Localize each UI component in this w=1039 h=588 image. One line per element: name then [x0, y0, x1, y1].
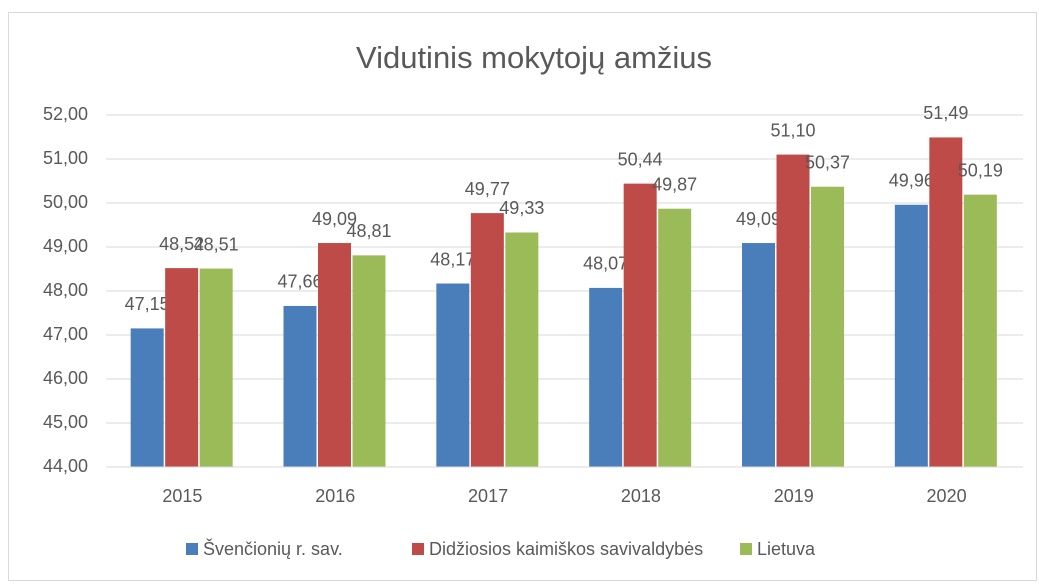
- bar: [929, 137, 963, 467]
- value-label: 48,17: [430, 249, 475, 269]
- x-tick-label: 2019: [774, 486, 814, 506]
- y-tick-label: 47,00: [43, 324, 88, 344]
- legend-swatch: [740, 543, 752, 555]
- x-tick-label: 2018: [621, 486, 661, 506]
- bar: [318, 243, 351, 467]
- bar: [589, 287, 623, 467]
- legend-label: Lietuva: [757, 539, 816, 559]
- value-label: 47,66: [277, 272, 322, 292]
- bar: [199, 268, 233, 467]
- bar: [776, 154, 810, 467]
- y-tick-label: 51,00: [43, 148, 88, 168]
- value-label: 49,77: [465, 179, 510, 199]
- legend-label: Švenčionių r. sav.: [203, 538, 343, 559]
- value-label: 50,19: [958, 160, 1003, 180]
- x-tick-label: 2017: [468, 486, 508, 506]
- y-tick-label: 44,00: [43, 456, 88, 476]
- value-label: 48,52: [159, 234, 204, 254]
- bar: [742, 243, 775, 467]
- chart-title: Vidutinis mokytojų amžius: [356, 40, 712, 75]
- legend-swatch: [412, 543, 424, 555]
- bar: [894, 204, 928, 467]
- value-label: 50,37: [805, 152, 850, 172]
- bar: [658, 208, 692, 467]
- value-label: 48,07: [583, 254, 628, 274]
- value-label: 50,44: [618, 149, 663, 169]
- x-tick-label: 2020: [927, 486, 967, 506]
- value-label: 49,09: [312, 209, 357, 229]
- y-tick-label: 50,00: [43, 192, 88, 212]
- y-tick-label: 46,00: [43, 368, 88, 388]
- bar: [283, 305, 317, 467]
- legend-swatch: [186, 543, 198, 555]
- bar: [623, 183, 657, 467]
- value-label: 51,10: [770, 120, 815, 140]
- legend-label: Didžiosios kaimiškos savivaldybės: [429, 539, 703, 559]
- value-label: 49,96: [889, 171, 934, 191]
- bar: [470, 213, 504, 467]
- y-tick-label: 45,00: [43, 412, 88, 432]
- bar: [352, 255, 386, 467]
- value-label: 48,51: [194, 234, 239, 254]
- bar: [165, 268, 199, 467]
- x-tick-label: 2015: [162, 486, 202, 506]
- value-label: 48,81: [346, 221, 391, 241]
- value-label: 49,09: [736, 209, 781, 229]
- value-label: 49,33: [499, 198, 544, 218]
- bar: [505, 232, 539, 467]
- bar: [811, 186, 844, 467]
- y-tick-label: 48,00: [43, 280, 88, 300]
- y-tick-label: 52,00: [43, 104, 88, 124]
- bar: [963, 194, 997, 467]
- value-label: 47,15: [125, 294, 170, 314]
- y-tick-label: 49,00: [43, 236, 88, 256]
- value-label: 51,49: [923, 103, 968, 123]
- value-label: 49,87: [652, 174, 697, 194]
- bar: [436, 283, 470, 467]
- x-tick-label: 2016: [315, 486, 355, 506]
- bar: [130, 328, 164, 467]
